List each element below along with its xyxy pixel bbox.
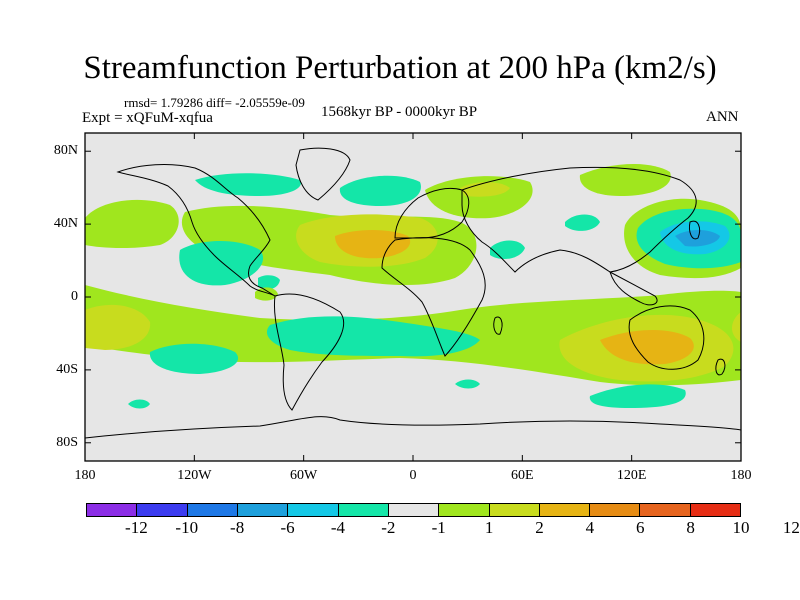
chart-title: Streamfunction Perturbation at 200 hPa (… bbox=[83, 50, 717, 86]
colorbar-label: -12 bbox=[125, 518, 148, 537]
anomaly-siberia-core bbox=[460, 182, 510, 197]
coast-new-zealand bbox=[715, 358, 726, 376]
lon-label: 60E bbox=[511, 468, 534, 483]
anomaly-south-pacific-small bbox=[128, 399, 150, 409]
lat-label: 0 bbox=[71, 289, 78, 304]
coast-greenland bbox=[295, 147, 351, 201]
anomaly-se-pacific-high bbox=[85, 304, 151, 350]
coast-antarctica bbox=[85, 416, 741, 439]
coast-africa bbox=[381, 237, 486, 357]
lon-label: 180 bbox=[74, 468, 96, 483]
coast-australia bbox=[628, 305, 705, 370]
coast-japan bbox=[689, 220, 701, 240]
lat-label: 40S bbox=[56, 361, 78, 377]
colorbar bbox=[86, 503, 741, 517]
lon-label: 120W bbox=[177, 468, 212, 483]
coast-south-america bbox=[273, 293, 345, 411]
lat-label: 80S bbox=[56, 434, 78, 450]
coastlines bbox=[85, 147, 741, 439]
colorbar-label: -8 bbox=[230, 518, 245, 537]
colorbar-label: 2 bbox=[535, 518, 544, 537]
colorbar-segment bbox=[288, 504, 339, 516]
colorbar-label: -4 bbox=[330, 518, 346, 537]
colorbar-segment bbox=[640, 504, 691, 516]
colorbar-label: 10 bbox=[732, 518, 750, 537]
colorbar-label: -6 bbox=[280, 518, 295, 537]
lon-label: 0 bbox=[409, 468, 417, 483]
colorbar-label: -1 bbox=[431, 518, 446, 537]
anomaly-east-asia-high bbox=[579, 164, 671, 196]
colorbar-segment bbox=[690, 504, 741, 516]
anomaly-india-low bbox=[490, 240, 525, 260]
period-label: 1568kyr BP - 0000kyr BP bbox=[321, 104, 478, 120]
anomaly-north-africa-core bbox=[335, 230, 411, 259]
colorbar-segment bbox=[338, 504, 389, 516]
lon-label: 60W bbox=[290, 468, 318, 483]
colorbar-label: -10 bbox=[175, 518, 199, 537]
colorbar-segment bbox=[137, 504, 188, 516]
lat-label: 40N bbox=[53, 216, 78, 232]
coast-asia bbox=[461, 166, 697, 273]
colorbar-segment bbox=[187, 504, 238, 516]
stats-text: rmsd= 1.79286 diff= -2.05559e-09 bbox=[124, 95, 305, 110]
colorbar-label: -2 bbox=[381, 518, 396, 537]
colorbar-segment bbox=[237, 504, 289, 516]
colorbar-label: 8 bbox=[686, 518, 695, 537]
anomaly-south-indian-core bbox=[600, 329, 694, 365]
anomaly-south-atlantic-low bbox=[266, 316, 480, 357]
anomaly-arctic-low bbox=[195, 173, 301, 196]
coast-madagascar bbox=[493, 316, 503, 335]
colorbar-label: 6 bbox=[635, 518, 645, 537]
anomaly-southern-ocean-low bbox=[589, 384, 686, 408]
anomaly-small-south-low bbox=[455, 379, 480, 389]
coast-southeast-asia bbox=[609, 270, 658, 306]
anomaly-central-america-low bbox=[258, 275, 280, 290]
anomaly-north-pacific-high bbox=[85, 199, 179, 249]
axis-ticks bbox=[84, 133, 742, 461]
colorbar-label: 4 bbox=[585, 518, 595, 537]
season-label: ANN bbox=[706, 109, 739, 125]
anomaly-europe-low bbox=[339, 175, 421, 206]
colorbar-label: 1 bbox=[484, 518, 494, 537]
colorbar-segment bbox=[439, 504, 490, 516]
anomaly-central-asia-low bbox=[565, 214, 600, 231]
anomaly-fields bbox=[85, 164, 741, 409]
anomaly-far-east-high bbox=[731, 312, 741, 342]
anomaly-south-pacific-low bbox=[149, 343, 239, 374]
colorbar-segment bbox=[388, 504, 440, 516]
colorbar-label: 12 bbox=[782, 518, 800, 537]
experiment-label: Expt = xQFuM-xqfua bbox=[82, 110, 213, 126]
lon-label: 180 bbox=[730, 468, 752, 483]
colorbar-segment bbox=[539, 504, 591, 516]
lat-label: 80N bbox=[53, 143, 78, 159]
colorbar-segment bbox=[590, 504, 641, 516]
colorbar-segment bbox=[87, 504, 138, 516]
coast-north-america bbox=[116, 164, 276, 297]
anomaly-ne-pacific-low bbox=[179, 241, 264, 286]
lon-label: 120E bbox=[616, 468, 647, 483]
colorbar-segment bbox=[489, 504, 540, 516]
